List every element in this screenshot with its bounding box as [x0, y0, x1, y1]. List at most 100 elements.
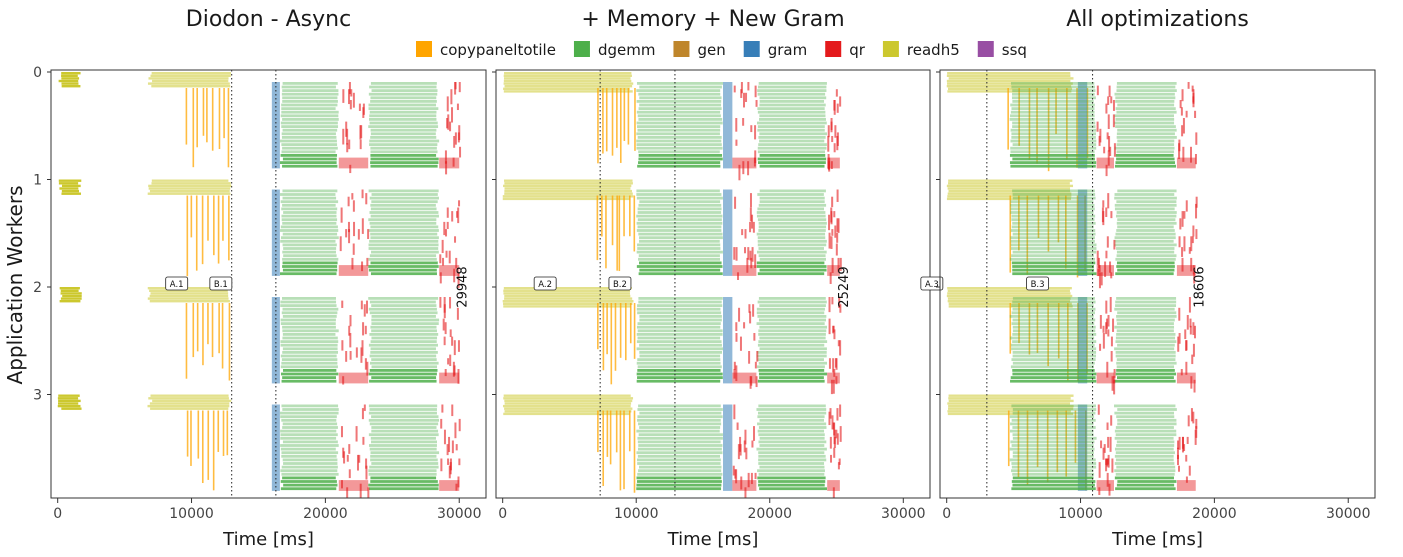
- bar-dgemm: [759, 268, 827, 272]
- bar-readh5: [59, 287, 80, 290]
- bar-readh5: [60, 292, 82, 295]
- bar-dgemm: [369, 85, 437, 89]
- bar-qr: [836, 189, 839, 202]
- bar-qr: [833, 211, 836, 218]
- bar-dgemm: [281, 218, 338, 222]
- bar-copypaneltotile: [202, 88, 205, 136]
- bar-dgemm: [638, 297, 723, 300]
- bar-qr: [454, 236, 457, 243]
- bar-qr: [1099, 315, 1102, 329]
- bar-dgemm: [1010, 343, 1095, 347]
- bar-qr: [836, 103, 839, 113]
- bar-copypaneltotile: [1057, 303, 1060, 359]
- bar-dgemm: [759, 465, 825, 469]
- bar-qr: [749, 221, 752, 233]
- bar-copypaneltotile: [206, 88, 208, 143]
- bar-dgemm: [637, 440, 721, 444]
- bar-copypaneltotile: [605, 195, 607, 269]
- legend-swatch-copypaneltotile: [416, 41, 432, 57]
- bar-dgemm: [1116, 369, 1175, 372]
- bar-qr: [1188, 247, 1191, 254]
- bar-readh5: [149, 294, 229, 298]
- bar-qr: [358, 454, 361, 463]
- bar-dgemm: [279, 411, 339, 415]
- bar-qr: [1194, 110, 1197, 118]
- bar-readh5: [503, 287, 632, 290]
- bar-dgemm: [1117, 311, 1177, 315]
- bar-qr: [754, 150, 757, 164]
- bar-qr: [1182, 118, 1185, 134]
- bar-dgemm: [637, 243, 721, 247]
- bar-readh5: [504, 407, 633, 410]
- bar-dgemm: [1010, 236, 1095, 240]
- bar-qr: [1097, 268, 1100, 277]
- bar-qr: [1105, 103, 1108, 114]
- bar-dgemm: [1012, 408, 1097, 411]
- bar-dgemm: [639, 85, 722, 89]
- bar-copypaneltotile: [614, 303, 617, 371]
- bar-dgemm: [1114, 164, 1177, 168]
- bar-dgemm: [282, 89, 339, 92]
- bar-readh5: [948, 399, 1074, 403]
- bar-qr: [751, 247, 754, 262]
- bar-readh5: [503, 87, 630, 90]
- bar-dgemm: [282, 426, 338, 429]
- bar-dgemm: [756, 354, 827, 358]
- bar-readh5: [948, 404, 1074, 408]
- bar-dgemm: [281, 132, 336, 136]
- bar-dgemm: [369, 118, 437, 121]
- bar-qr: [355, 426, 358, 442]
- bar-dgemm: [1115, 125, 1176, 128]
- bar-copypaneltotile: [1017, 410, 1020, 478]
- bar-dgemm: [1114, 454, 1174, 458]
- bar-qr: [833, 100, 836, 111]
- bar-dgemm: [369, 114, 437, 118]
- bar-qr: [833, 143, 836, 153]
- bar-dgemm: [368, 103, 437, 107]
- bar-dgemm: [370, 480, 438, 483]
- bar-dgemm: [637, 311, 722, 315]
- bar-qr: [739, 336, 742, 351]
- bar-dgemm: [370, 154, 437, 157]
- bar-qr: [454, 422, 457, 439]
- bar-copypaneltotile: [217, 195, 220, 264]
- bar-qr: [458, 82, 461, 93]
- bar-qr: [439, 297, 442, 308]
- bar-dgemm: [759, 132, 828, 136]
- bar-dgemm: [637, 369, 721, 372]
- bar-qr: [732, 372, 757, 384]
- bar-qr: [1183, 236, 1186, 252]
- bar-qr: [1195, 132, 1198, 145]
- bar-dgemm: [1116, 254, 1177, 258]
- bar-dgemm: [756, 265, 827, 268]
- bar-dgemm: [758, 462, 825, 465]
- bar-dgemm: [1117, 480, 1177, 483]
- bar-dgemm: [281, 297, 336, 300]
- marker-label: B.2: [613, 280, 627, 290]
- bar-readh5: [504, 179, 633, 182]
- bar-dgemm: [370, 146, 437, 150]
- bar-qr: [828, 318, 831, 335]
- bar-qr: [365, 193, 368, 205]
- bar-dgemm: [280, 300, 337, 304]
- bar-dgemm: [368, 92, 438, 96]
- bar-qr: [361, 340, 364, 356]
- bar-qr: [342, 376, 345, 385]
- bar-dgemm: [759, 114, 826, 118]
- bar-dgemm: [636, 82, 724, 85]
- bar-readh5: [151, 182, 231, 185]
- marker-label-box: [533, 276, 557, 291]
- bar-dgemm: [283, 247, 337, 250]
- bar-dgemm: [368, 243, 439, 247]
- bar-readh5: [504, 297, 633, 300]
- bar-gram: [723, 82, 733, 169]
- bar-dgemm: [282, 257, 339, 261]
- panel-border: [939, 69, 1376, 499]
- bar-qr: [348, 325, 351, 336]
- bar-dgemm: [1115, 257, 1176, 261]
- bar-dgemm: [639, 411, 722, 415]
- bar-dgemm: [1012, 333, 1097, 336]
- bar-qr: [1180, 107, 1183, 116]
- bar-dgemm: [758, 404, 826, 408]
- bar-dgemm: [283, 369, 337, 372]
